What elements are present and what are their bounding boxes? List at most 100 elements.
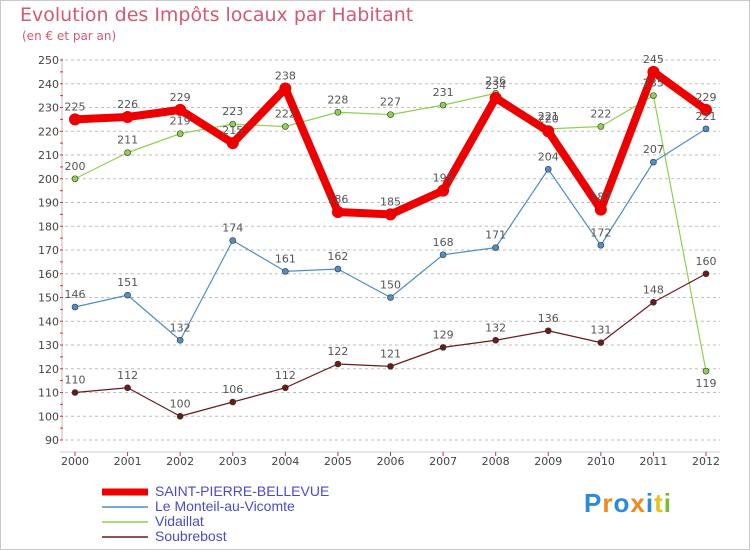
data-label: 110 xyxy=(65,374,86,387)
data-point xyxy=(226,137,239,150)
data-point xyxy=(597,339,605,346)
data-point xyxy=(176,412,184,420)
data-label: 219 xyxy=(170,115,191,128)
data-label: 162 xyxy=(327,250,348,263)
data-point xyxy=(71,175,79,183)
data-label: 121 xyxy=(380,347,401,360)
data-label: 148 xyxy=(643,283,664,296)
y-tick-label: 100 xyxy=(38,410,59,423)
data-point xyxy=(124,291,131,299)
y-tick-label: 130 xyxy=(38,339,59,352)
data-point xyxy=(69,113,81,126)
data-label: 151 xyxy=(117,276,138,289)
data-point xyxy=(282,123,289,130)
legend-swatch xyxy=(102,536,148,538)
data-label: 220 xyxy=(538,112,559,125)
data-label: 186 xyxy=(327,193,348,206)
data-point xyxy=(439,344,447,351)
data-label: 204 xyxy=(538,150,559,163)
logo-letter: P xyxy=(584,488,603,518)
x-tick-label: 2011 xyxy=(639,455,667,468)
y-tick-label: 210 xyxy=(38,149,59,162)
logo-letter: o xyxy=(613,488,631,518)
x-tick-label: 2008 xyxy=(482,455,510,468)
data-point xyxy=(489,92,502,104)
y-tick-label: 150 xyxy=(38,292,59,305)
data-label: 174 xyxy=(222,222,243,235)
data-point xyxy=(71,389,79,396)
data-label: 207 xyxy=(643,143,664,156)
data-point xyxy=(334,265,342,273)
data-point xyxy=(174,103,187,116)
x-tick-label: 2010 xyxy=(587,455,615,468)
data-label: 234 xyxy=(485,79,506,92)
y-tick-label: 190 xyxy=(38,197,59,210)
chart-title: Evolution des Impôts locaux par Habitant xyxy=(20,4,414,26)
x-tick-label: 2000 xyxy=(61,455,89,468)
chart-subtitle: (en € et par an) xyxy=(22,29,117,43)
data-point xyxy=(229,120,237,128)
data-point xyxy=(702,270,710,278)
y-tick-label: 240 xyxy=(38,78,59,91)
legend-swatch xyxy=(102,521,148,523)
y-tick-label: 160 xyxy=(38,268,59,281)
data-point xyxy=(124,149,131,156)
data-label: 112 xyxy=(117,369,138,382)
x-tick-label: 2009 xyxy=(534,455,562,468)
data-label: 229 xyxy=(170,91,191,104)
data-point xyxy=(334,360,342,368)
data-label: 221 xyxy=(538,110,559,123)
logo-letter: t xyxy=(654,488,664,518)
data-label: 146 xyxy=(65,288,86,301)
data-point xyxy=(71,303,79,311)
data-label: 132 xyxy=(485,321,506,334)
data-point xyxy=(597,241,605,249)
data-point xyxy=(650,92,657,99)
series-line xyxy=(74,128,707,341)
x-tick-label: 2007 xyxy=(429,455,457,468)
y-tick-label: 110 xyxy=(38,387,59,400)
data-label: 122 xyxy=(327,345,348,358)
data-point xyxy=(544,327,552,335)
y-tick-label: 220 xyxy=(38,125,59,138)
y-tick-label: 170 xyxy=(38,244,59,257)
data-point xyxy=(387,111,394,118)
data-point xyxy=(331,206,344,218)
data-point xyxy=(229,398,237,406)
x-tick-label: 2003 xyxy=(219,455,247,468)
data-point xyxy=(334,108,342,116)
data-point xyxy=(544,165,552,173)
data-point xyxy=(229,237,237,244)
data-point xyxy=(597,123,605,130)
data-point xyxy=(542,125,555,138)
x-tick-label: 2004 xyxy=(271,455,299,468)
legend-label: Soubrebost xyxy=(155,528,227,544)
y-tick-label: 140 xyxy=(38,315,59,328)
data-label: 185 xyxy=(380,195,401,208)
data-label: 168 xyxy=(433,236,454,249)
logo-letter: r xyxy=(602,488,614,518)
data-point xyxy=(650,298,657,306)
axes: 90 100 110 120 130 140 150 160 170 180 190 200 210 22… xyxy=(38,54,720,468)
data-label: 132 xyxy=(170,321,191,334)
data-point xyxy=(650,158,657,166)
data-label: 100 xyxy=(170,397,191,410)
data-label: 227 xyxy=(380,96,401,109)
data-point xyxy=(437,184,450,197)
x-tick-label: 2012 xyxy=(692,455,720,468)
data-point xyxy=(282,384,289,392)
data-label: 229 xyxy=(696,91,717,104)
y-tick-label: 120 xyxy=(38,363,59,376)
data-label: 225 xyxy=(65,100,86,113)
data-label: 226 xyxy=(117,98,138,111)
data-label: 222 xyxy=(590,108,611,121)
data-point xyxy=(387,363,394,370)
data-point xyxy=(492,244,499,251)
data-label: 131 xyxy=(590,324,611,337)
data-point xyxy=(439,101,447,109)
y-tick-label: 90 xyxy=(45,434,59,447)
data-point xyxy=(124,384,131,392)
data-point xyxy=(176,130,184,137)
data-point xyxy=(121,111,134,123)
